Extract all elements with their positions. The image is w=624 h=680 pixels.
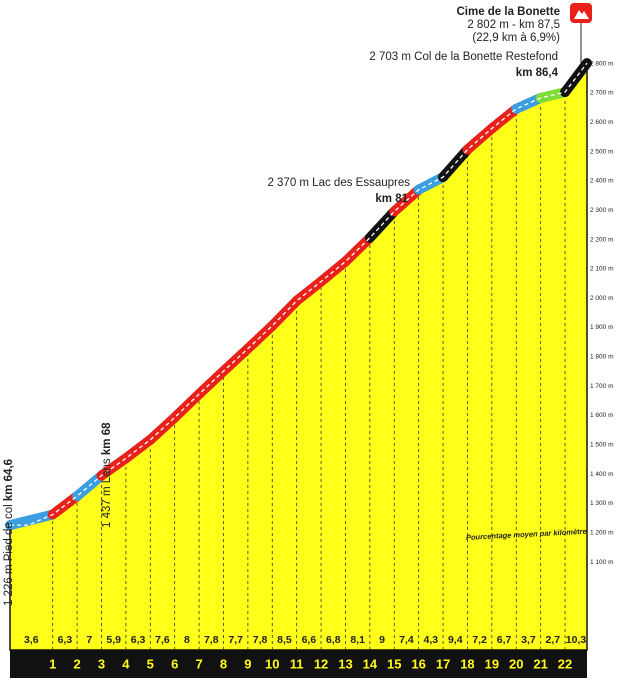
y-tick-label: 1 500 m: [590, 441, 614, 448]
gradient-label: 3,6: [24, 634, 39, 646]
y-tick-label: 2 500 m: [590, 148, 614, 155]
profile-centerline: [10, 62, 588, 526]
gradient-label: 10,3: [566, 634, 587, 646]
y-tick-label: 1 300 m: [590, 500, 614, 507]
y-tick-label: 1 900 m: [590, 324, 614, 331]
km-label: 18: [460, 656, 474, 671]
gradient-label: 6,3: [131, 634, 146, 646]
gradient-label: 3,7: [521, 634, 536, 646]
gradient-label: 7,7: [228, 634, 243, 646]
gradient-label: 5,9: [106, 634, 121, 646]
y-tick-label: 2 300 m: [590, 207, 614, 214]
y-tick-label: 2 400 m: [590, 178, 614, 185]
gradient-label: 9: [379, 634, 385, 646]
y-tick-label: 2 800 m: [590, 60, 614, 67]
summit-stats: (22,9 km à 6,9%): [472, 32, 560, 44]
gradient-label: 6,7: [497, 634, 512, 646]
lac-label: 2 370 m Lac des Essaupres: [267, 177, 410, 189]
gradient-label: 7: [86, 634, 92, 646]
km-label: 1: [49, 656, 56, 671]
gradient-label: 6,6: [302, 634, 317, 646]
pied-km: km 64,6: [3, 459, 15, 501]
km-label: 6: [171, 656, 178, 671]
km-label: 8: [220, 656, 227, 671]
gradient-label: 4,3: [424, 634, 439, 646]
y-tick-label: 1 400 m: [590, 471, 614, 478]
gradient-label: 7,8: [204, 634, 219, 646]
pied-annotation: 1 226 m Pied de col km 64,6: [3, 459, 15, 606]
y-tick-label: 2 600 m: [590, 119, 614, 126]
km-label: 20: [509, 656, 523, 671]
gradient-label: 6,3: [58, 634, 73, 646]
summit-altitude: 2 802 m - km 87,5: [467, 19, 560, 31]
y-tick-label: 1 100 m: [590, 559, 614, 566]
km-label: 19: [485, 656, 499, 671]
flag-mountain: [574, 10, 589, 19]
gradient-label: 8,1: [350, 634, 365, 646]
km-label: 10: [265, 656, 279, 671]
pied-label: 1 226 m Pied de col: [3, 501, 15, 606]
lans-km: km 68: [101, 422, 113, 455]
km-label: 12: [314, 656, 328, 671]
col-km: km 86,4: [516, 67, 559, 79]
gradient-segment: [5, 509, 58, 531]
gradient-label: 6,8: [326, 634, 341, 646]
km-label: 22: [558, 656, 572, 671]
lans-label: 1 437 m Lans: [101, 455, 113, 528]
gradient-label: 9,4: [448, 634, 463, 646]
gradient-label: 7,6: [155, 634, 170, 646]
gradient-label: 8: [184, 634, 190, 646]
y-tick-label: 2 700 m: [590, 90, 614, 97]
y-tick-label: 2 100 m: [590, 266, 614, 273]
km-label: 3: [98, 656, 105, 671]
gradient-label: 7,2: [472, 634, 487, 646]
km-label: 21: [533, 656, 547, 671]
col-label: 2 703 m Col de la Bonette Restefond: [369, 51, 558, 63]
km-label: 2: [73, 656, 80, 671]
km-label: 16: [411, 656, 425, 671]
profile-layer: 3,6 6,3 7 5,9 6,3 7,6 8 7,8 7,7 7,8 8,5 6,6 6,8 8,1 9 7…: [5, 58, 614, 678]
gradient-label: 2,7: [546, 634, 561, 646]
km-label: 13: [338, 656, 352, 671]
summit-name: Cime de la Bonette: [456, 6, 560, 18]
km-label: 11: [290, 656, 304, 671]
gradient-label: 8,5: [277, 634, 292, 646]
y-tick-label: 1 700 m: [590, 383, 614, 390]
y-tick-label: 2 200 m: [590, 236, 614, 243]
lans-annotation: 1 437 m Lans km 68: [101, 422, 113, 528]
km-label: 17: [436, 656, 450, 671]
y-tick-label: 1 800 m: [590, 354, 614, 361]
km-label: 4: [122, 656, 130, 671]
profile-fill: [9, 60, 588, 651]
y-tick-label: 2 000 m: [590, 295, 614, 302]
km-label: 9: [244, 656, 251, 671]
km-label: 15: [387, 656, 401, 671]
y-tick-label: 1 600 m: [590, 412, 614, 419]
gradient-label: 7,8: [253, 634, 268, 646]
km-label: 14: [363, 656, 378, 671]
lac-km: km 81: [375, 193, 408, 205]
km-band: [10, 650, 587, 678]
gradient-label: 7,4: [399, 634, 414, 646]
y-tick-label: 1 200 m: [590, 529, 614, 536]
km-label: 5: [147, 656, 154, 671]
km-label: 7: [195, 656, 202, 671]
